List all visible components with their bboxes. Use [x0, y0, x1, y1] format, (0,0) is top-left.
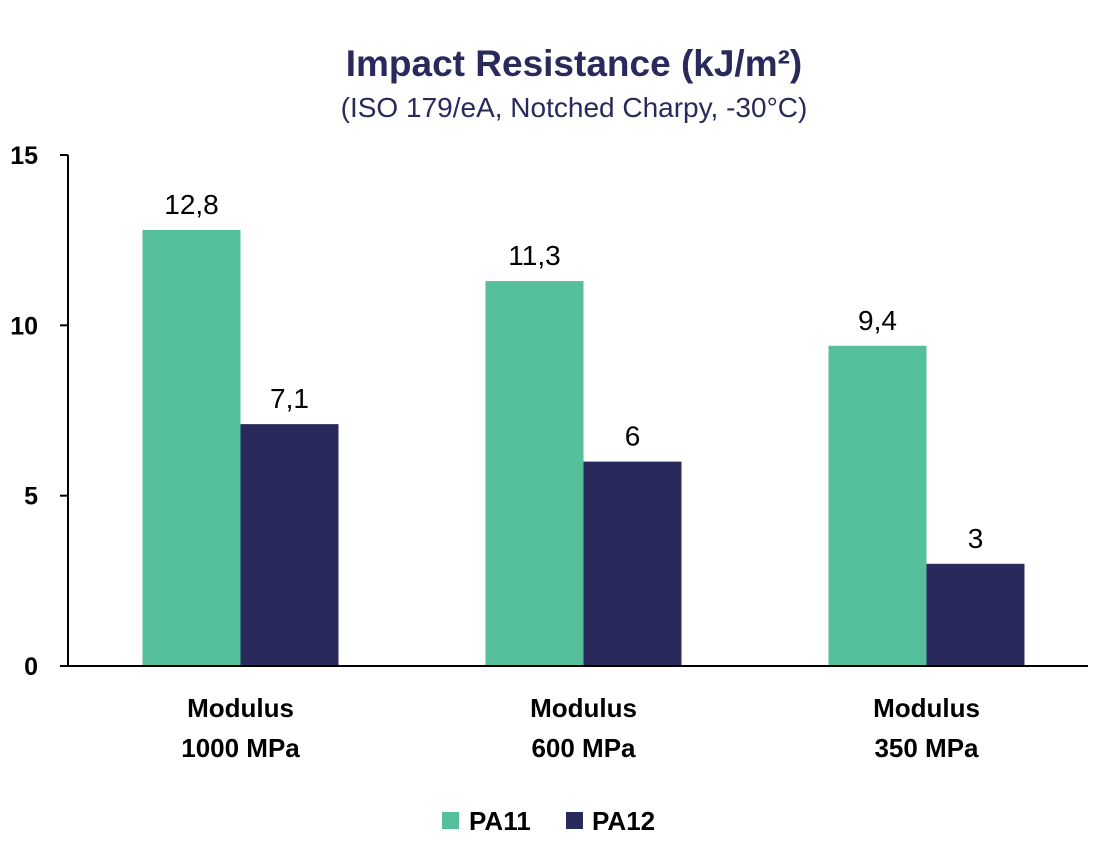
data-label: 12,8 — [164, 189, 219, 220]
y-tick-label: 10 — [10, 312, 38, 340]
plot-area: 0 5 10 15 12,8 7,1 Modulus 1000 MPa 11,3 6 Modulus… — [10, 142, 1088, 763]
bar-pa11-0 — [142, 229, 241, 667]
bar-pa11-2 — [828, 345, 927, 666]
data-label: 9,4 — [858, 305, 897, 336]
legend-swatch-pa12 — [566, 812, 583, 829]
bar-pa12-2 — [926, 563, 1025, 666]
x-tick-label: 1000 MPa — [181, 733, 300, 763]
bar-pa12-1 — [583, 461, 682, 666]
x-tick-label: Modulus — [187, 693, 294, 723]
chart-subtitle: (ISO 179/eA, Notched Charpy, -30°C) — [341, 92, 808, 123]
data-label: 7,1 — [270, 383, 309, 414]
y-tick-label: 15 — [10, 142, 38, 170]
y-tick-label: 0 — [24, 653, 38, 681]
legend-label-pa12: PA12 — [592, 806, 655, 836]
data-label: 6 — [625, 421, 641, 452]
chart-title: Impact Resistance (kJ/m²) — [346, 43, 803, 84]
legend-label-pa11: PA11 — [469, 806, 531, 836]
bar-pa12-0 — [240, 424, 339, 666]
x-tick-label: Modulus — [530, 693, 637, 723]
legend-swatch-pa11 — [442, 812, 459, 829]
data-label: 3 — [968, 523, 984, 554]
data-label: 11,3 — [508, 240, 560, 271]
x-tick-label: 350 MPa — [874, 733, 979, 763]
y-tick-label: 5 — [24, 483, 38, 511]
x-tick-label: 600 MPa — [531, 733, 636, 763]
legend: PA11 PA12 — [442, 806, 655, 836]
bar-pa11-1 — [485, 281, 584, 666]
x-tick-label: Modulus — [873, 693, 980, 723]
